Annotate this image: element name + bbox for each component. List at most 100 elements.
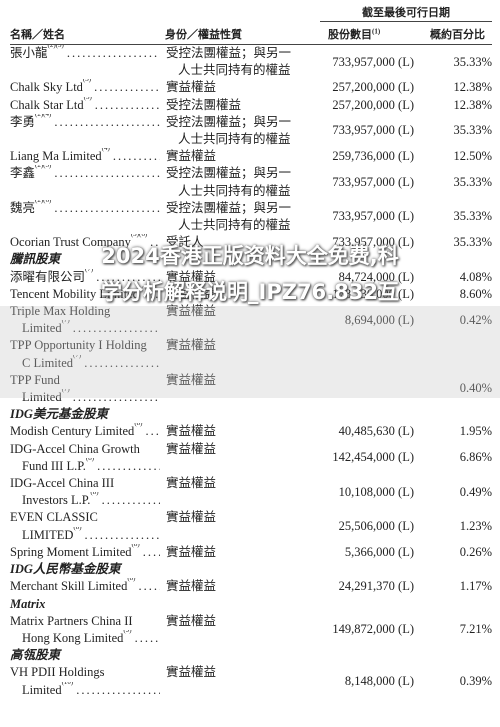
nature-line: 人士共同持有的權益 [178,218,291,233]
shares: 40,485,630 (L) [338,424,414,439]
column-header: 身份／權益性質 [165,29,242,41]
note: (8) [134,423,143,428]
nature-cell: 受控法團權益；與另一 人士共同持有的權益 [160,165,314,199]
percent: 35.33% [453,123,492,138]
name-cell: TPP Opportunity I Holding C Limited (7) [10,337,160,371]
name-cell: 李鑫 (2)(5) [10,165,160,199]
nature-cell: 實益權益 [160,372,314,406]
nature-line: 受控法團權益；與另一 [166,46,292,60]
table-row: Chalk Sky Ltd(3) 實益權益 257,200,000 (L) 12.38… [10,79,492,96]
document: 截至最後可行日期 名稱／姓名 身份／權益性質 股份數目(1) 概約百分比 張小龍… [10,0,492,699]
table-row: Matrix Partners China II Hong Kong Limite… [10,613,492,647]
name-text: Liang Ma Limited [10,149,102,164]
percent-cell: 35.33% [414,234,492,251]
name-line: Investors L.P. (8) [10,492,160,509]
percent-cell: 0.42% [414,312,492,329]
nature-line: 受託人 [166,235,204,250]
leader-dots [67,45,160,62]
percent-cell: 0.26% [414,544,492,561]
table-row: Liang Ma Limited(4) 實益權益 259,736,000 (L) 12… [10,148,492,165]
name-text: VH PDII Holdings [10,665,105,680]
name-text: IDG-Accel China III [10,476,115,491]
shares-cell: 24,291,370 (L) [314,578,414,595]
nature-line: 實益權益 [166,304,217,319]
shares-cell: 142,454,000 (L) [314,449,414,466]
shares: 257,200,000 (L) [332,80,414,95]
name-line: Hong Kong Limited (9) [10,630,160,647]
percent-cell: 0.39% [414,673,492,690]
shares-cell: 178,736,000 (L) [314,286,414,303]
percent-cell: 4.08% [414,269,492,286]
leader-dots [113,148,160,165]
leader-dots [139,578,160,595]
percent: 12.38% [453,80,492,95]
name-line: Fund III L.P. (8) [10,458,160,475]
nature-cell: 受控法團權益；與另一 人士共同持有的權益 [160,45,314,79]
shares: 142,454,000 (L) [332,450,414,465]
percent: 0.49% [459,484,492,499]
percent: 35.33% [453,54,492,69]
name-line: Liang Ma Limited (4) [10,148,160,165]
name-text: Investors L.P. [22,493,91,508]
name-line: Matrix Partners China II [10,613,160,630]
note: (7) [61,389,70,394]
table-row: Chalk Star Ltd(3) 受控法團權益 257,200,000 (L) 12… [10,97,492,114]
table-header: 截至最後可行日期 名稱／姓名 身份／權益性質 股份數目(1) 概約百分比 [10,0,492,45]
name-line: C Limited (7) [10,355,160,372]
name-line: Limited (7) [10,320,160,337]
percent: 12.38% [453,97,492,112]
name-text: 魏亮 [10,200,36,215]
nature-cell: 實益權益 [160,509,314,543]
name-line: EVEN CLASSIC [10,509,160,526]
percent: 4.08% [459,269,492,284]
shares: 24,291,370 (L) [338,579,414,594]
name-text: EVEN CLASSIC [10,510,98,525]
name-cell: EVEN CLASSIC LIMITED (8) [10,509,160,543]
name-line: TPP Opportunity I Holding [10,337,160,354]
name-line: Chalk Sky Ltd (3) [10,79,160,96]
name-cell: IDG-Accel China Growth Fund III L.P. (8) [10,441,160,475]
name-cell: Liang Ma Limited (4) [10,148,160,165]
name-line: Ocorian Trust Company (3)(6) [10,234,160,251]
leader-dots [97,458,160,475]
name-cell: Merchant Skill Limited (8) [10,578,160,595]
leader-dots [76,682,160,699]
table-row: Tencent Mobility Limited(7) 實益權益 178,736,0… [10,286,492,303]
note: (8) [90,492,99,497]
percent-cell: 1.17% [414,578,492,595]
note: (4) [101,148,110,153]
nature-line: 受控法團權益；與另一 [166,166,292,181]
name-line: VH PDII Holdings [10,664,160,681]
name-text: Chalk Star Ltd [10,97,84,112]
nature-line: 實益權益 [166,476,217,491]
leader-dots [143,544,160,561]
nature-line: 人士共同持有的權益 [178,132,291,147]
nature-cell: 實益權益 [160,613,314,647]
name-cell: IDG-Accel China III Investors L.P. (8) [10,475,160,509]
name-line: 李鑫 (2)(5) [10,165,160,182]
table-row: Spring Moment Limited(8) 實益權益 5,366,000 (L… [10,544,492,561]
shares-cell: 733,957,000 (L) [314,234,414,251]
leader-dots [145,423,160,440]
name-text: 李勇 [10,114,36,129]
name-cell: Matrix Partners China II Hong Kong Limite… [10,613,160,647]
name-line: Spring Moment Limited (8) [10,544,160,561]
percent-cell: 0.49% [414,484,492,501]
section-heading: Matrix [10,596,46,611]
note: (7) [138,285,148,290]
table-row: 張小龍(2)(3)受控法團權益；與另一人士共同持有的權益733,957,000 … [10,45,492,79]
nature-cell: 實益權益 [160,578,314,595]
leader-dots [85,527,160,544]
note: (2)(5) [35,165,52,170]
nature-cell: 實益權益 [160,441,314,475]
nature-cell: 受託人 [160,234,314,251]
name-text: Hong Kong Limited [22,630,124,645]
percent: 0.39% [459,673,492,688]
shares-cell: 8,694,000 (L) [314,312,414,329]
percent: 1.23% [459,519,492,534]
table-row: 添曜有限公司(7) 實益權益 84,724,000 (L) 4.08% [10,269,492,286]
note: (7) [73,354,82,359]
shares: 84,724,000 (L) [338,269,414,284]
